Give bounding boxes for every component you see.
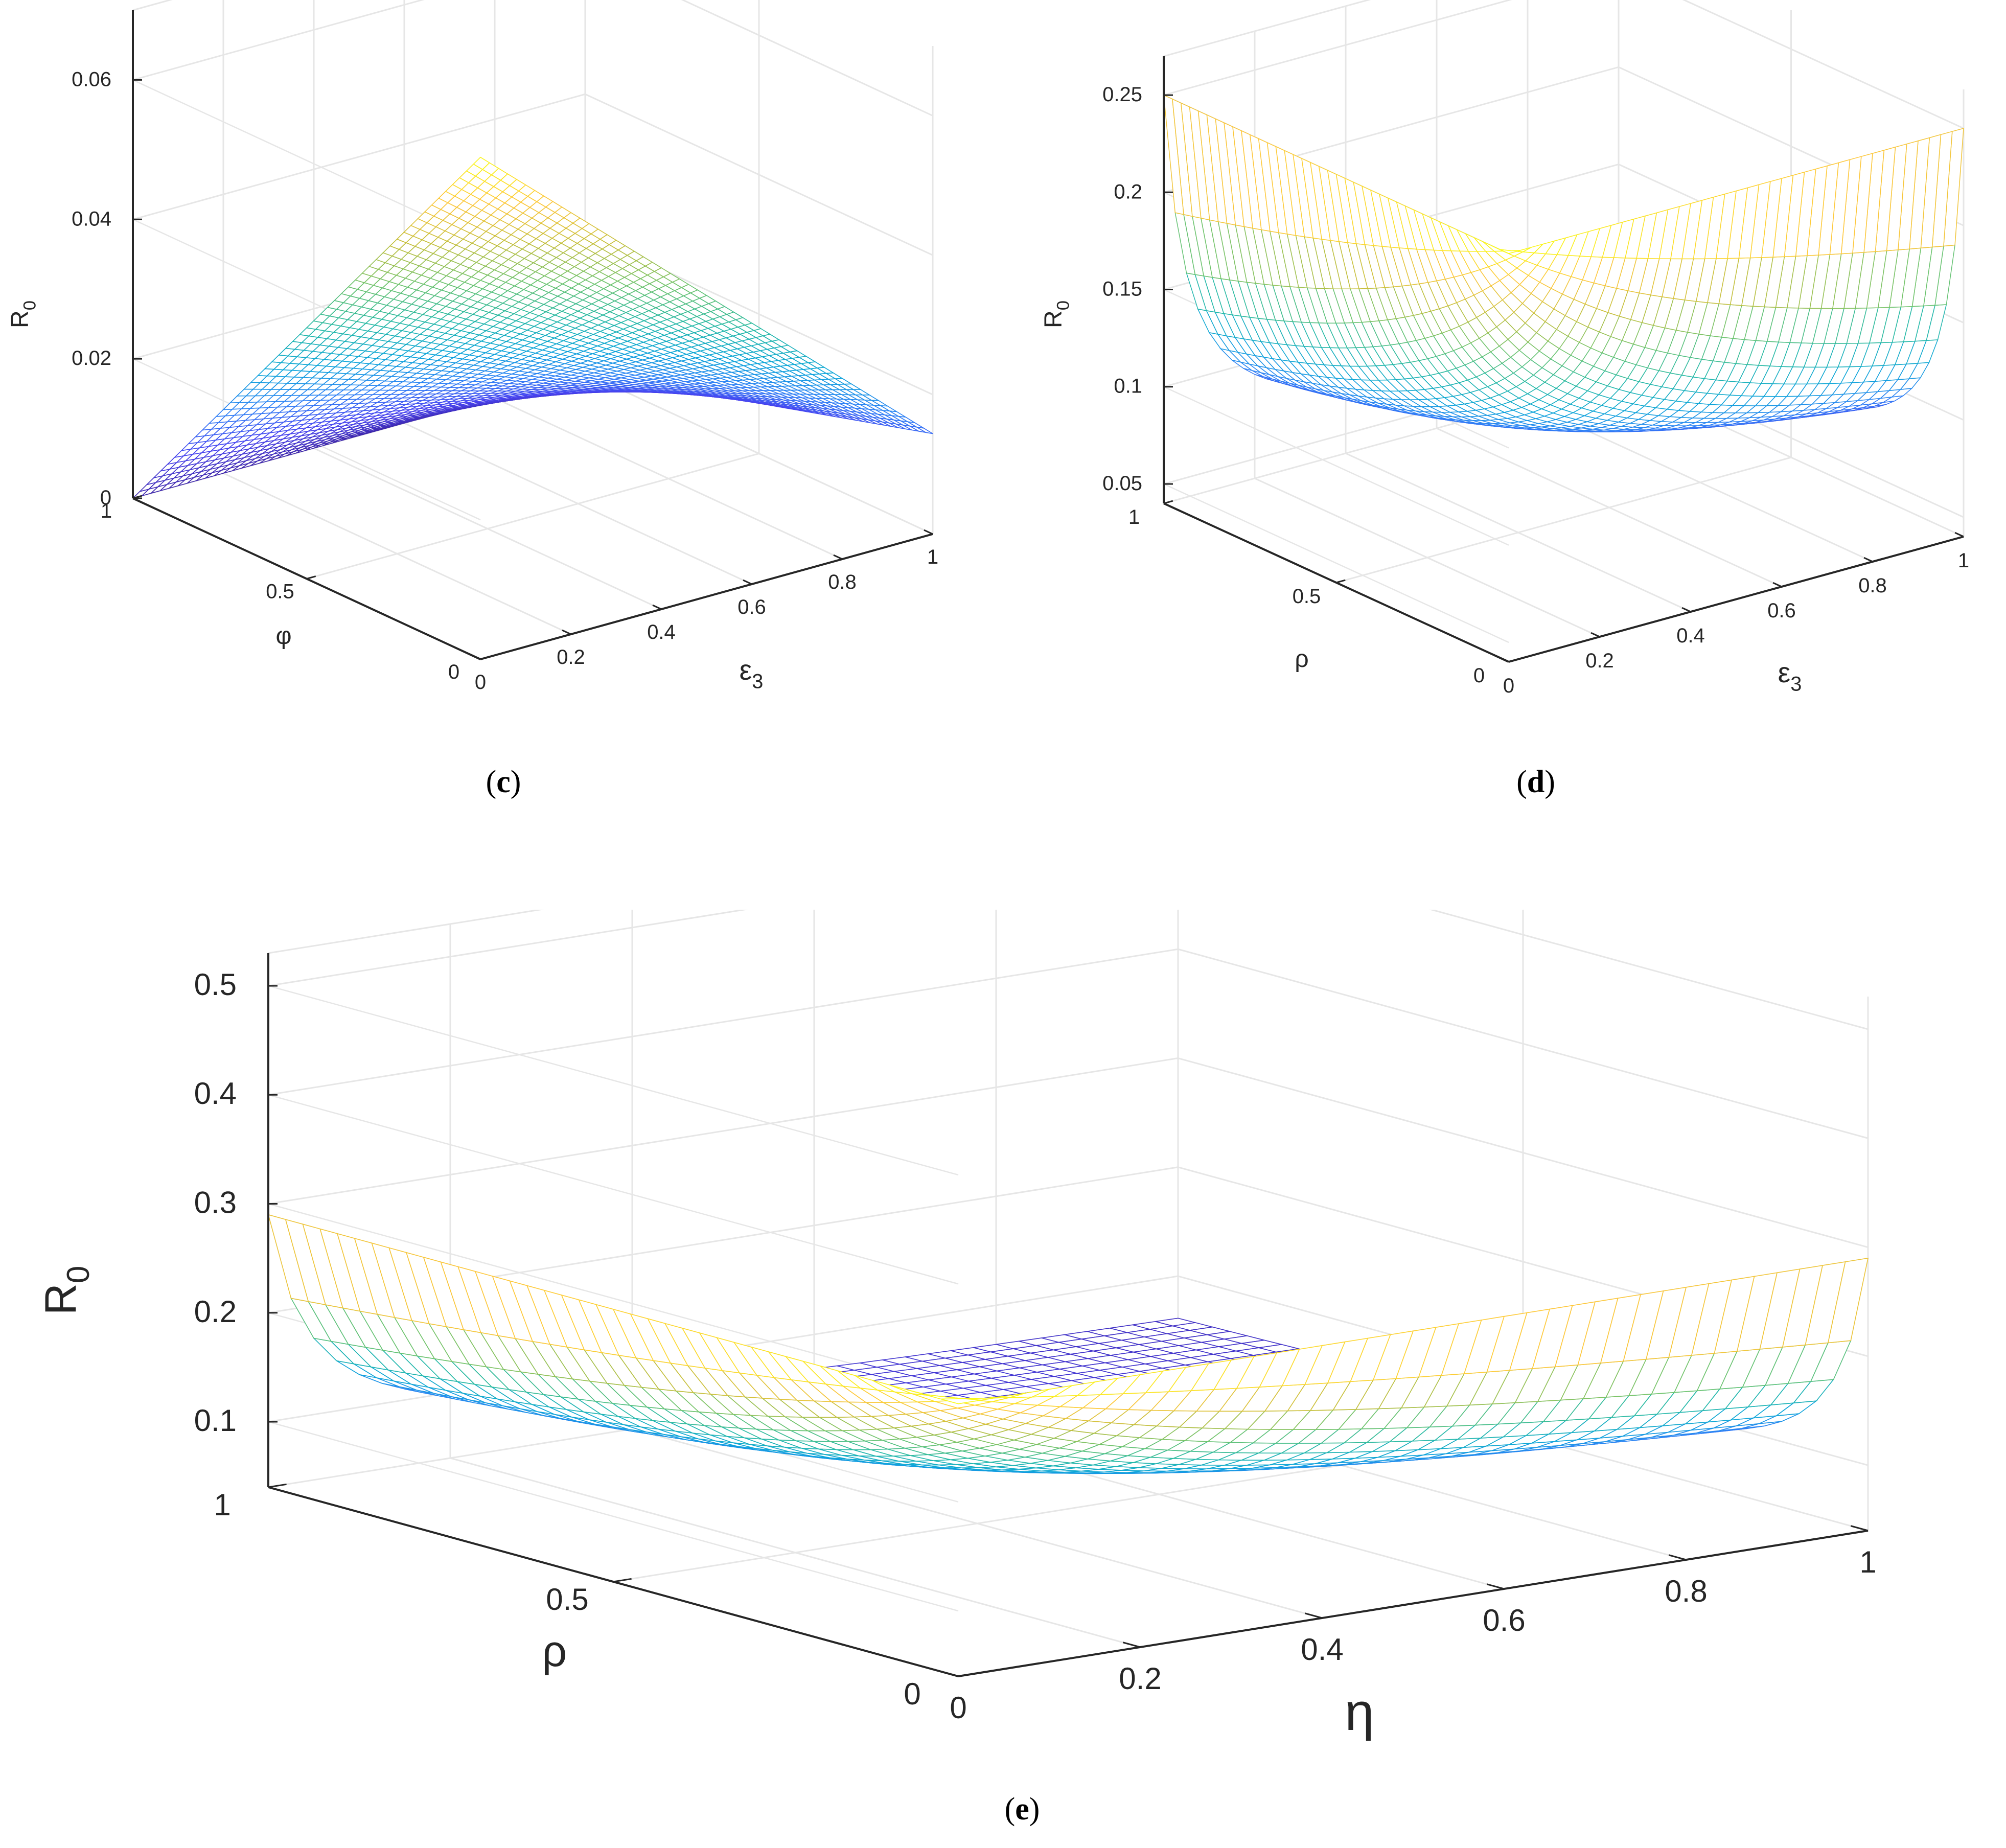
z-axis-label: R0 <box>1040 301 1073 328</box>
grid-left-z-0 <box>268 1421 959 1612</box>
grid-floor-y-1 <box>306 453 759 580</box>
x-axis <box>480 533 933 660</box>
x-tick-label: 0.2 <box>557 646 585 668</box>
grid-back-z-4 <box>1163 0 1512 96</box>
y-tick-label: 1 <box>1128 506 1140 528</box>
y-axis-label: φ <box>275 622 291 650</box>
z-tick-label: 0.1 <box>1114 375 1142 398</box>
x-tick-label: 0 <box>475 671 486 694</box>
surface-d <box>1163 94 1964 432</box>
panel-d: 0 0.2 0.4 0.6 0.8 1 0 0.5 1 0.05 0.1 0.15 0.2 0.25 R0 ε… <box>1003 0 2006 726</box>
grid-side-z-3 <box>1178 948 1869 1139</box>
grid-back-z-3 <box>132 0 425 81</box>
z-axis-label: R0 <box>7 301 39 328</box>
x-tick-label: 0.6 <box>1767 599 1796 622</box>
z-tick-label: 0.15 <box>1102 278 1142 301</box>
y-axis-label: ρ <box>1295 645 1308 673</box>
y-tick-mark <box>1508 658 1518 663</box>
grid-side-z-2 <box>585 93 933 256</box>
x-tick-label: 1 <box>927 546 938 568</box>
grid-left-z-0 <box>1163 483 1509 643</box>
grid-back-z-2 <box>132 93 586 220</box>
x-tick-mark <box>1954 532 1964 538</box>
grid-left-z-4 <box>268 985 959 1176</box>
x-tick-label: 0.8 <box>1858 574 1887 597</box>
x-axis-label: ε3 <box>740 654 764 693</box>
grid-back-z-5 <box>268 910 545 954</box>
grid-side-z-3 <box>681 0 933 117</box>
panel-e: 0 0.2 0.4 0.6 0.8 1 0 0.5 1 0.1 0.2 0.3 0.4 0.5 R0 η ρ <box>0 910 2006 1773</box>
surface-cell <box>1500 249 1520 254</box>
z-tick-label: 0.25 <box>1102 83 1142 106</box>
x-tick-mark <box>1500 657 1509 663</box>
y-tick-label: 0 <box>448 661 459 683</box>
caption-d: (d) <box>1516 765 1555 799</box>
x-axis-label: ε3 <box>1778 657 1802 696</box>
surface-cell <box>473 156 491 170</box>
x-tick-mark <box>1681 607 1691 613</box>
y-tick-mark <box>1336 579 1346 584</box>
x-tick-label: 0.4 <box>647 621 676 643</box>
x-tick-mark <box>1590 632 1600 638</box>
grid-side-z-4 <box>1682 0 1964 129</box>
grid-back-z-4 <box>268 910 749 987</box>
z-tick-label: 0.05 <box>1102 472 1142 495</box>
y-tick-label: 0 <box>1473 664 1485 687</box>
caption-c: (c) <box>486 765 521 799</box>
x-tick-mark <box>833 554 843 560</box>
panel-c: 0 0.2 0.4 0.6 0.8 1 0 0.5 1 0 0.02 0.04 0.06 R0 ε3 φ <box>0 0 1003 726</box>
x-tick-label: 1 <box>1958 549 1969 572</box>
y-tick-mark <box>306 575 316 580</box>
z-tick-label: 0.06 <box>72 68 111 90</box>
surface-chart-d: 0 0.2 0.4 0.6 0.8 1 0 0.5 1 0.05 0.1 0.15 0.2 0.25 R0 ε… <box>1040 0 1969 697</box>
x-tick-mark <box>562 629 571 635</box>
z-tick-label: 0.02 <box>72 347 111 369</box>
z-tick-label: 0.2 <box>1114 180 1142 203</box>
grid-back-z-2 <box>268 1057 1179 1205</box>
grid-floor-y-1 <box>1336 456 1791 584</box>
x-tick-label: 0.6 <box>737 596 766 618</box>
x-tick-mark <box>471 654 481 660</box>
surface-c <box>132 156 933 499</box>
x-tick-mark <box>924 529 933 535</box>
x-tick-label: 0.2 <box>1585 650 1614 672</box>
y-tick-label: 0.5 <box>1293 585 1321 608</box>
x-tick-mark <box>743 579 752 585</box>
y-tick-label: 0.5 <box>266 581 294 603</box>
grid-back-z-3 <box>268 948 1179 1096</box>
surface-e <box>267 1214 1869 1474</box>
y-tick-mark <box>1163 500 1173 504</box>
x-axis <box>1508 536 1964 663</box>
y-tick-label: 1 <box>101 500 112 522</box>
z-tick-label: 0.04 <box>72 207 111 230</box>
grid-side-z-2 <box>1178 1057 1869 1248</box>
grid-left-z-1 <box>1163 386 1509 546</box>
grid-back-z-5 <box>1163 0 1371 57</box>
y-tick-mark <box>480 656 490 660</box>
grid-left-z-3 <box>268 1094 959 1285</box>
x-tick-label: 0 <box>1503 675 1514 697</box>
z-tick-label: 0 <box>100 487 111 509</box>
x-tick-label: 0.4 <box>1676 625 1705 647</box>
grid-left-z-2 <box>268 1203 959 1394</box>
x-tick-mark <box>1863 557 1873 563</box>
x-tick-mark <box>652 604 662 610</box>
axes-d: 0 0.2 0.4 0.6 0.8 1 0 0.5 1 0.05 0.1 0.15 0.2 0.25 R0 ε… <box>1040 56 1969 697</box>
grid-back-z-4 <box>132 0 173 11</box>
grid-side-z-4 <box>1428 910 1869 1030</box>
x-tick-mark <box>1772 582 1782 588</box>
x-tick-label: 0.8 <box>828 571 857 593</box>
